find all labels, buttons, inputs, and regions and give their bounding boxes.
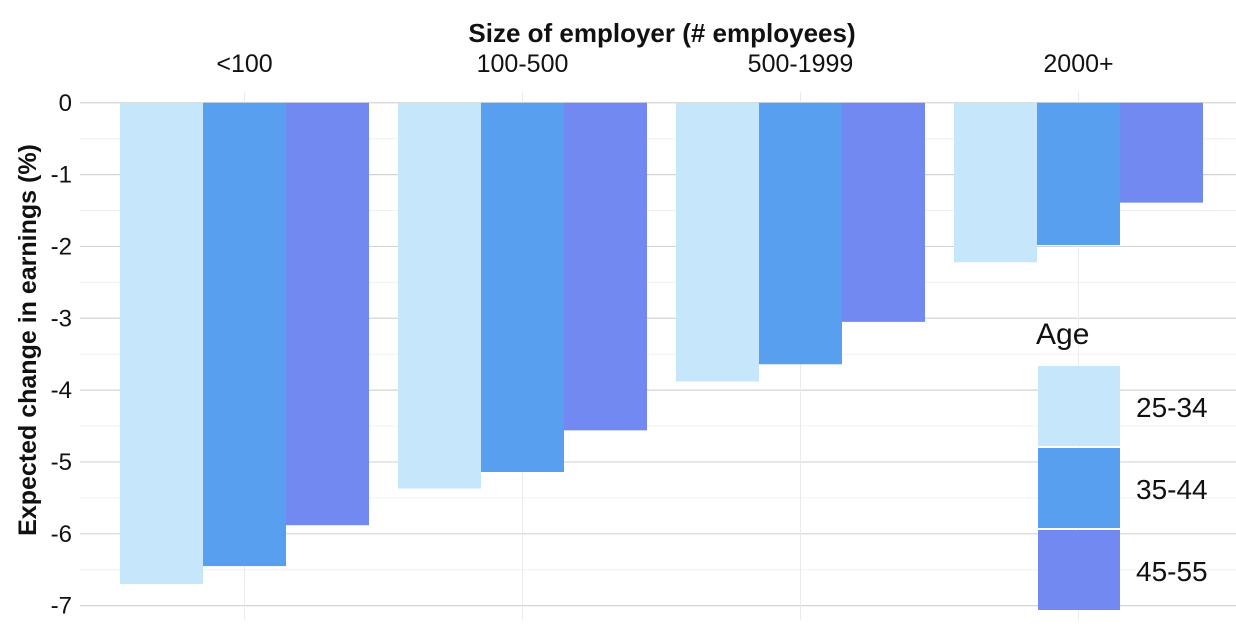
category-label: 500-1999 <box>748 50 854 78</box>
bar <box>1037 102 1120 246</box>
bar <box>842 102 925 322</box>
legend-swatch <box>1038 448 1120 528</box>
category-label: <100 <box>216 50 272 78</box>
y-tick-label: -7 <box>51 593 72 620</box>
bar <box>286 102 369 526</box>
y-tick-label: -5 <box>51 449 72 476</box>
y-axis-label: Expected change in earnings (%) <box>14 144 42 536</box>
bar <box>564 102 647 431</box>
chart-title: Size of employer (# employees) <box>468 18 855 48</box>
bar <box>1120 102 1203 203</box>
axes: 0 -1 -2 -3 -4 -5 -6 -7 <100 100-500 500-1999 2000+ <box>51 50 1114 620</box>
bar <box>203 102 286 567</box>
bar <box>676 102 759 382</box>
bar <box>398 102 481 489</box>
legend-swatch <box>1038 530 1120 610</box>
legend-label: 45-55 <box>1136 556 1208 587</box>
y-tick-label: -2 <box>51 233 72 260</box>
category-label: 100-500 <box>477 50 569 78</box>
y-tick-label: -1 <box>51 162 72 189</box>
legend-swatch <box>1038 366 1120 446</box>
y-tick-label: -4 <box>51 377 72 404</box>
y-tick-label: 0 <box>59 90 72 117</box>
y-tick-label: -6 <box>51 521 72 548</box>
legend-label: 25-34 <box>1136 392 1208 423</box>
bar <box>954 102 1037 263</box>
bar <box>759 102 842 365</box>
legend-title: Age <box>1036 318 1089 351</box>
legend: Age 25-34 35-44 45-55 <box>1036 318 1208 610</box>
legend-label: 35-44 <box>1136 474 1208 505</box>
bar <box>120 102 203 585</box>
bar <box>481 102 564 473</box>
category-label: 2000+ <box>1043 50 1113 78</box>
bars <box>120 102 1203 585</box>
y-tick-label: -3 <box>51 305 72 332</box>
